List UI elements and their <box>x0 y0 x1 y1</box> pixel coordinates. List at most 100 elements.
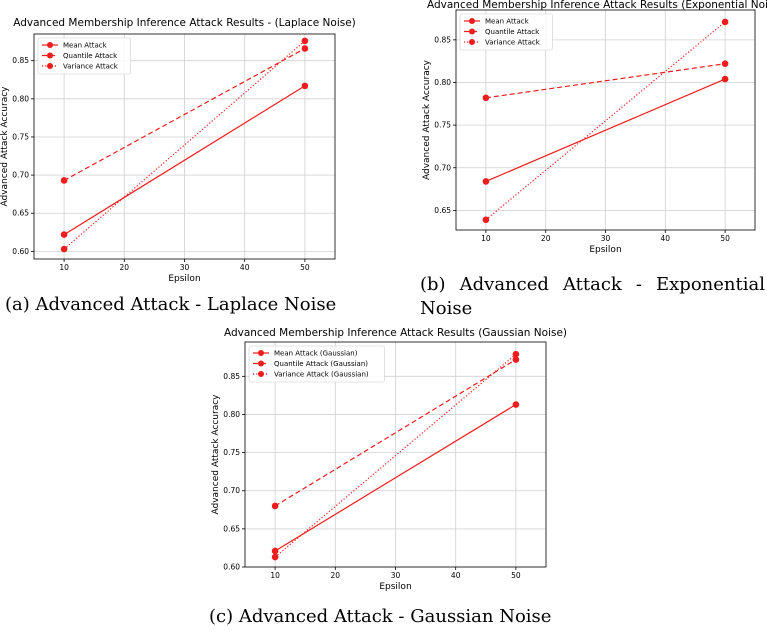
chart-title: Advanced Membership Inference Attack Res… <box>427 0 767 11</box>
data-point <box>301 82 309 90</box>
data-point <box>301 37 309 45</box>
series-line-2 <box>274 353 517 558</box>
data-point <box>512 401 520 408</box>
y-tick-label: 0.65 <box>434 206 451 215</box>
y-tick-label: 0.85 <box>223 372 240 381</box>
legend: Mean Attack Quantile Attack Variance Attac… <box>37 37 131 75</box>
data-point <box>721 75 729 83</box>
data-point <box>271 502 279 510</box>
y-tick-label: 0.70 <box>12 171 29 180</box>
y-tick-label: 0.85 <box>12 56 29 65</box>
y-tick-label: 0.80 <box>223 410 240 419</box>
legend-box <box>248 345 385 383</box>
series-line-1 <box>274 359 517 507</box>
x-tick-label: 50 <box>720 234 730 243</box>
data-point <box>512 356 520 363</box>
legend-label: Variance Attack <box>63 63 119 71</box>
series-line-0 <box>274 404 517 552</box>
y-tick-label: 0.65 <box>12 209 29 218</box>
legend-label: Quantile Attack (Gaussian) <box>274 360 368 368</box>
y-tick-label: 0.75 <box>223 448 240 457</box>
chart-panel-1: Advanced Membership Inference Attack Res… <box>422 0 767 255</box>
y-tick-label: 0.80 <box>434 78 451 87</box>
y-tick-label: 0.60 <box>223 563 240 572</box>
legend-label: Mean Attack (Gaussian) <box>274 350 358 358</box>
legend-box <box>37 37 131 75</box>
y-tick-label: 0.85 <box>434 35 451 44</box>
legend-swatch-marker <box>47 52 53 59</box>
legend-swatch-marker <box>258 371 264 377</box>
caption-c: (c) Advanced Attack - Gaussian Noise <box>209 606 552 627</box>
legend-swatch-marker <box>469 39 475 45</box>
data-point <box>482 178 490 185</box>
x-tick-label: 40 <box>451 571 461 580</box>
series-line-1 <box>485 63 726 99</box>
y-tick-label: 0.60 <box>12 247 29 256</box>
legend-swatch-marker <box>258 350 264 356</box>
legend-label: Variance Attack (Gaussian) <box>274 371 369 379</box>
data-point <box>60 231 68 238</box>
legend-swatch-marker <box>47 63 53 69</box>
x-tick-label: 10 <box>59 263 69 272</box>
y-axis-label: Advanced Attack Accuracy <box>422 59 432 180</box>
legend-swatch-marker <box>47 42 53 48</box>
caption-b-label: (b) <box>420 274 446 295</box>
y-tick-label: 0.80 <box>12 94 29 103</box>
series-line-2 <box>485 21 726 221</box>
x-axis-label: Epsilon <box>589 245 621 255</box>
series-line-1 <box>63 47 306 181</box>
legend-label: Mean Attack <box>485 18 530 26</box>
x-tick-label: 40 <box>240 263 250 272</box>
y-tick-label: 0.70 <box>223 486 240 495</box>
chart-title: Advanced Membership Inference Attack Res… <box>224 327 567 339</box>
x-tick-label: 50 <box>300 263 310 272</box>
series-line-0 <box>485 78 726 182</box>
data-point <box>721 18 729 26</box>
data-point <box>721 60 729 68</box>
legend-swatch-marker <box>258 360 264 367</box>
caption-b-word4: Exponential <box>656 274 765 295</box>
legend-label: Mean Attack <box>63 42 108 50</box>
x-axis-label: Epsilon <box>379 582 411 592</box>
y-axis-label: Advanced Attack Accuracy <box>0 86 10 207</box>
x-tick-label: 40 <box>661 234 671 243</box>
chart-panel-2: Advanced Membership Inference Attack Res… <box>211 327 567 592</box>
x-tick-label: 10 <box>270 571 280 580</box>
y-tick-label: 0.75 <box>12 132 29 141</box>
caption-b: (b) Advanced Attack - Exponential Noise <box>420 273 765 321</box>
x-tick-label: 20 <box>331 571 341 580</box>
x-tick-label: 20 <box>120 263 130 272</box>
legend-label: Quantile Attack <box>63 52 118 60</box>
data-point <box>271 553 279 561</box>
caption-a: (a) Advanced Attack - Laplace Noise <box>5 294 337 315</box>
series-line-0 <box>63 85 306 236</box>
y-tick-label: 0.65 <box>223 524 240 533</box>
chart-panel-0: Advanced Membership Inference Attack Res… <box>0 17 356 284</box>
chart-title: Advanced Membership Inference Attack Res… <box>13 17 356 29</box>
data-point <box>271 547 279 555</box>
y-tick-label: 0.70 <box>434 163 451 172</box>
x-tick-label: 30 <box>180 263 190 272</box>
data-point <box>301 45 309 52</box>
legend-box <box>459 13 553 51</box>
y-axis-label: Advanced Attack Accuracy <box>211 394 221 515</box>
x-tick-label: 20 <box>541 234 551 243</box>
caption-b-word3: - <box>635 274 642 295</box>
x-tick-label: 30 <box>391 571 401 580</box>
data-point <box>60 245 68 253</box>
caption-b-word1: Advanced <box>459 274 549 295</box>
y-tick-label: 0.75 <box>434 121 451 130</box>
data-point <box>482 216 490 224</box>
data-point <box>512 350 520 358</box>
data-point <box>482 94 490 102</box>
data-point <box>60 177 68 184</box>
x-tick-label: 30 <box>601 234 611 243</box>
legend-label: Quantile Attack <box>485 28 540 36</box>
x-tick-label: 50 <box>511 571 521 580</box>
x-axis-label: Epsilon <box>168 274 200 284</box>
legend-label: Variance Attack <box>485 39 541 47</box>
legend: Mean Attack Quantile Attack Variance Attac… <box>459 13 553 51</box>
caption-b-line2: Noise <box>420 298 473 319</box>
caption-b-word2: Attack <box>562 274 622 295</box>
